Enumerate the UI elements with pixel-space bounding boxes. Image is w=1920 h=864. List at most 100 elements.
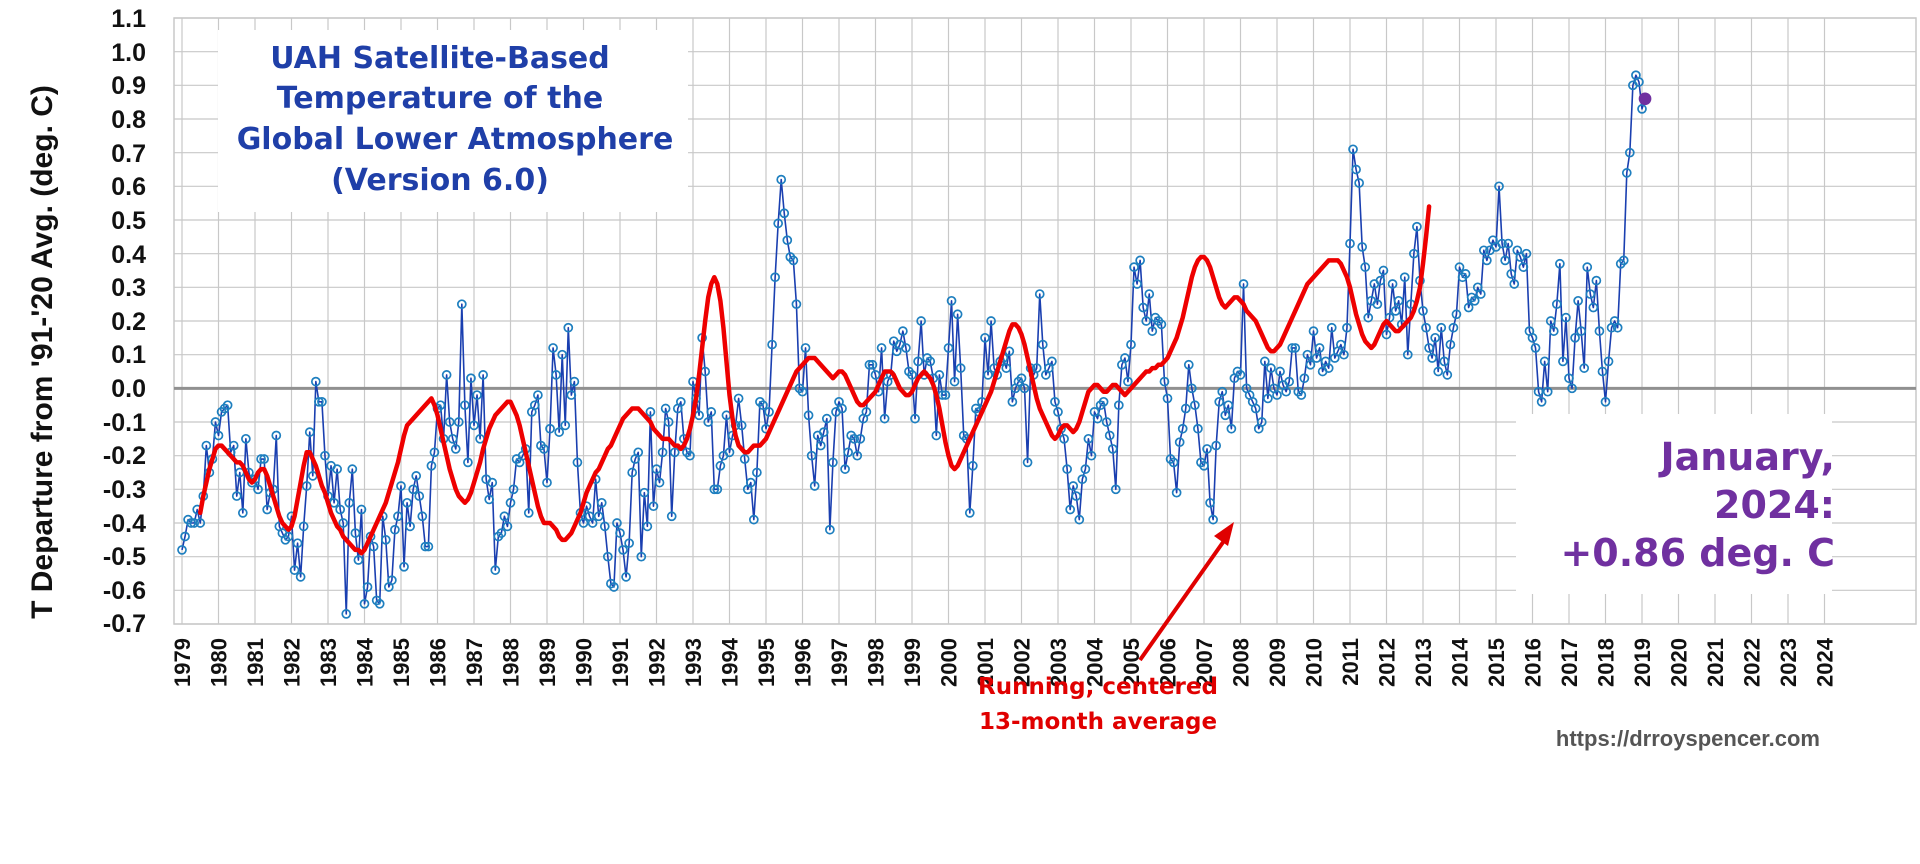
x-tick-label: 1983 [316, 638, 341, 687]
monthly-anomaly-point [925, 356, 936, 367]
monthly-anomaly-point [1077, 474, 1088, 485]
x-tick-label: 2022 [1740, 638, 1765, 687]
monthly-anomaly-point [1561, 312, 1571, 323]
monthly-anomaly-point [1624, 147, 1635, 158]
monthly-anomaly-point [566, 390, 577, 400]
monthly-anomaly-point [1266, 363, 1276, 373]
x-tick-label: 1994 [718, 637, 743, 687]
monthly-anomaly-point [843, 447, 853, 458]
monthly-anomaly-point [748, 514, 759, 525]
monthly-anomaly-point [1272, 390, 1282, 400]
monthly-anomaly-point [1421, 322, 1431, 333]
monthly-anomaly-point [1031, 363, 1042, 373]
monthly-anomaly-point [496, 528, 507, 538]
monthly-anomaly-point [782, 235, 793, 246]
x-tick-label: 2009 [1265, 638, 1290, 687]
monthly-anomaly-point [1238, 279, 1249, 289]
monthly-anomaly-point [1475, 289, 1486, 299]
x-tick-label: 2024 [1813, 637, 1838, 687]
monthly-anomaly-point [1412, 221, 1422, 232]
monthly-anomaly-point [806, 450, 817, 461]
y-tick-label: 0.5 [111, 207, 146, 235]
monthly-anomaly-point [1226, 423, 1237, 434]
monthly-anomaly-point [1147, 326, 1158, 336]
annotation-line: 13-month average [979, 709, 1217, 735]
x-tick-label: 1985 [389, 638, 414, 687]
monthly-anomaly-point [1217, 386, 1228, 397]
latest-value-callout: January, 2024: +0.86 deg. C [1560, 435, 1835, 575]
monthly-anomaly-point [645, 407, 656, 417]
monthly-anomaly-point [1138, 302, 1149, 313]
data-layer [177, 70, 1652, 619]
monthly-anomaly-point [1463, 302, 1474, 313]
monthly-anomaly-point [1205, 497, 1215, 508]
monthly-anomaly-point [599, 521, 610, 532]
monthly-anomaly-point [596, 497, 607, 508]
monthly-anomaly-point [1542, 386, 1553, 397]
y-tick-label: -0.6 [103, 577, 146, 605]
monthly-anomaly-point [980, 332, 990, 343]
monthly-anomaly-point [1326, 322, 1337, 333]
monthly-anomaly-point [1539, 356, 1550, 367]
monthly-anomaly-point [612, 518, 622, 528]
monthly-anomaly-point [1199, 460, 1209, 471]
monthly-anomaly-point [940, 390, 951, 400]
monthly-anomaly-point [201, 440, 212, 451]
monthly-anomaly-point [703, 417, 714, 427]
y-tick-label: -0.2 [103, 442, 146, 470]
monthly-anomaly-point [1570, 332, 1580, 343]
monthly-anomaly-point [332, 464, 342, 474]
monthly-anomaly-point [551, 370, 561, 380]
monthly-anomaly-point [1141, 316, 1152, 326]
x-tick-label: 2002 [1010, 638, 1035, 687]
monthly-anomaly-point [1129, 262, 1139, 272]
monthly-anomaly-point [1135, 255, 1145, 266]
monthly-anomaly-point [1567, 383, 1577, 394]
monthly-anomaly-point [177, 545, 187, 555]
monthly-anomaly-point [770, 272, 780, 283]
monthly-anomaly-point [1342, 322, 1352, 333]
monthly-anomaly-point [1573, 295, 1583, 306]
monthly-anomaly-point [405, 521, 415, 532]
running-average-annotation: Running, centered 13-month average [978, 522, 1234, 735]
monthly-anomaly-point [1436, 322, 1447, 333]
y-tick-label: 0.6 [111, 173, 146, 201]
monthly-anomaly-point [901, 343, 911, 353]
monthly-anomaly-point [1019, 383, 1030, 394]
monthly-anomaly-point [548, 343, 558, 353]
monthly-anomaly-point [821, 413, 832, 424]
monthly-anomaly-point [949, 376, 960, 387]
monthly-anomaly-point [210, 417, 221, 427]
monthly-anomaly-point [1101, 417, 1112, 427]
x-tick-labels: 1979 1980 1981 1982 1983 1984 1985 1986 1987 1988… [170, 637, 1838, 687]
monthly-anomaly-point [390, 524, 400, 535]
monthly-anomaly-point [450, 444, 461, 454]
y-tick-label: 0.2 [111, 308, 146, 336]
monthly-anomaly-point [222, 400, 233, 411]
x-tick-label: 2012 [1375, 638, 1400, 687]
source-url: https://drroyspencer.com [1556, 726, 1820, 751]
monthly-anomaly-point [393, 511, 403, 522]
title-line: Temperature of the [277, 81, 603, 116]
monthly-anomaly-point [1402, 349, 1413, 360]
monthly-anomaly-point [1171, 487, 1182, 498]
monthly-anomaly-point [849, 433, 860, 444]
monthly-anomaly-point [1564, 373, 1574, 384]
monthly-anomaly-point [986, 316, 996, 326]
monthly-anomaly-point [1290, 343, 1301, 353]
monthly-anomaly-point [1126, 339, 1136, 350]
monthly-anomaly-point [241, 433, 251, 444]
y-tick-label: -0.7 [103, 610, 146, 638]
callout-line: +0.86 deg. C [1560, 531, 1835, 575]
monthly-anomaly-point [1193, 423, 1203, 434]
monthly-anomaly-point [1579, 363, 1590, 373]
monthly-anomaly-point [441, 370, 452, 380]
monthly-anomaly-point [478, 370, 488, 380]
monthly-anomaly-point [861, 407, 872, 417]
monthly-anomaly-point [767, 339, 777, 350]
x-tick-label: 1979 [170, 638, 195, 687]
monthly-anomaly-point [1360, 262, 1371, 272]
monthly-anomaly-point [1250, 403, 1261, 414]
monthly-anomaly-point [1600, 396, 1611, 407]
